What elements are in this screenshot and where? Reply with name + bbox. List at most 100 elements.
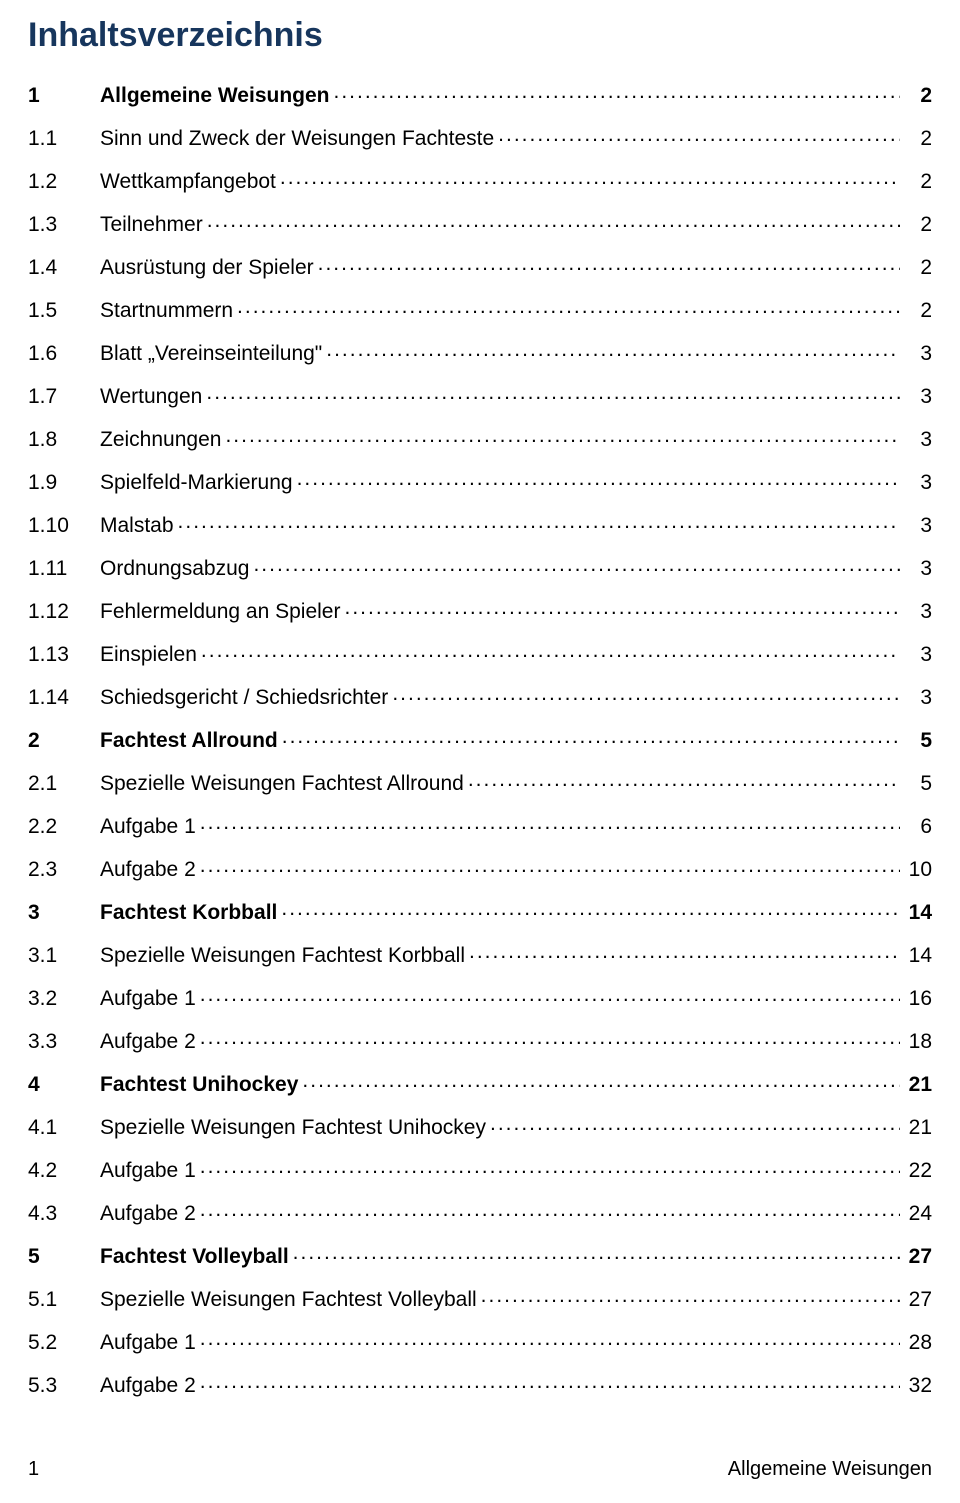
toc-number: 5.3 — [28, 1375, 100, 1396]
toc-number: 1.7 — [28, 386, 100, 407]
toc-title: Ausrüstung der Spieler — [100, 257, 314, 278]
toc-page-number: 18 — [904, 1031, 932, 1052]
toc-leader-dots — [200, 1328, 900, 1349]
page-footer: 1 Allgemeine Weisungen — [28, 1458, 932, 1481]
toc-number: 2.2 — [28, 816, 100, 837]
toc-title: Ordnungsabzug — [100, 558, 249, 579]
toc-leader-dots — [178, 511, 900, 532]
toc-row: 3Fachtest Korbball14 — [28, 898, 932, 923]
toc-number: 1.11 — [28, 558, 100, 579]
toc-page-number: 27 — [904, 1246, 932, 1267]
toc-title: Fehlermeldung an Spieler — [100, 601, 340, 622]
toc-number: 2.1 — [28, 773, 100, 794]
toc-number: 5.1 — [28, 1289, 100, 1310]
toc-title: Sinn und Zweck der Weisungen Fachteste — [100, 128, 494, 149]
toc-row: 1.7Wertungen3 — [28, 382, 932, 407]
toc-page-number: 2 — [904, 257, 932, 278]
document-page: Inhaltsverzeichnis 1Allgemeine Weisungen… — [0, 0, 960, 1503]
toc-number: 1.13 — [28, 644, 100, 665]
toc-page-number: 6 — [904, 816, 932, 837]
toc-page-number: 3 — [904, 687, 932, 708]
toc-number: 4.1 — [28, 1117, 100, 1138]
toc-row: 1.14Schiedsgericht / Schiedsrichter3 — [28, 683, 932, 708]
toc-row: 1.2Wettkampfangebot2 — [28, 167, 932, 192]
toc-title: Wertungen — [100, 386, 202, 407]
toc-row: 4.1Spezielle Weisungen Fachtest Unihocke… — [28, 1113, 932, 1138]
toc-number: 1.2 — [28, 171, 100, 192]
toc-title: Aufgabe 1 — [100, 816, 196, 837]
toc-number: 2 — [28, 730, 100, 751]
toc-page-number: 3 — [904, 558, 932, 579]
toc-title: Spezielle Weisungen Fachtest Volleyball — [100, 1289, 477, 1310]
toc-number: 4 — [28, 1074, 100, 1095]
toc-number: 1.8 — [28, 429, 100, 450]
toc-number: 1.12 — [28, 601, 100, 622]
toc-number: 1.1 — [28, 128, 100, 149]
toc-title: Malstab — [100, 515, 174, 536]
toc-title: Blatt „Vereinseinteilung" — [100, 343, 322, 364]
toc-leader-dots — [237, 296, 900, 317]
toc-row: 3.2Aufgabe 116 — [28, 984, 932, 1009]
toc-title: Fachtest Volleyball — [100, 1246, 289, 1267]
toc-leader-dots — [282, 726, 900, 747]
toc-number: 5.2 — [28, 1332, 100, 1353]
toc-row: 4.3Aufgabe 224 — [28, 1199, 932, 1224]
toc-leader-dots — [200, 855, 900, 876]
toc-page-number: 28 — [904, 1332, 932, 1353]
toc-title: Aufgabe 2 — [100, 1031, 196, 1052]
toc-title: Spezielle Weisungen Fachtest Allround — [100, 773, 464, 794]
toc-page-number: 3 — [904, 601, 932, 622]
footer-section: Allgemeine Weisungen — [728, 1458, 932, 1481]
toc-title: Spielfeld-Markierung — [100, 472, 293, 493]
toc-leader-dots — [200, 1199, 900, 1220]
toc-row: 1.1Sinn und Zweck der Weisungen Fachtest… — [28, 124, 932, 149]
toc-leader-dots — [207, 210, 900, 231]
toc-title: Aufgabe 1 — [100, 988, 196, 1009]
toc-number: 1.9 — [28, 472, 100, 493]
toc-page-number: 2 — [904, 300, 932, 321]
toc-row: 5Fachtest Volleyball 27 — [28, 1242, 932, 1267]
toc-row: 2.3Aufgabe 210 — [28, 855, 932, 880]
toc-row: 3.1Spezielle Weisungen Fachtest Korbball… — [28, 941, 932, 966]
toc-number: 1.10 — [28, 515, 100, 536]
toc-leader-dots — [201, 640, 900, 661]
toc-leader-dots — [468, 769, 900, 790]
toc-page-number: 3 — [904, 644, 932, 665]
toc-leader-dots — [326, 339, 900, 360]
toc-number: 2.3 — [28, 859, 100, 880]
toc-number: 1.6 — [28, 343, 100, 364]
toc-title: Aufgabe 1 — [100, 1160, 196, 1181]
toc-title: Aufgabe 2 — [100, 1203, 196, 1224]
toc-number: 1.14 — [28, 687, 100, 708]
toc-leader-dots — [200, 812, 900, 833]
toc-title: Startnummern — [100, 300, 233, 321]
toc-row: 5.1Spezielle Weisungen Fachtest Volleyba… — [28, 1285, 932, 1310]
toc-leader-dots — [200, 1371, 900, 1392]
toc-leader-dots — [281, 898, 900, 919]
toc-page-number: 2 — [904, 214, 932, 235]
toc-title: Fachtest Allround — [100, 730, 278, 751]
toc-number: 4.2 — [28, 1160, 100, 1181]
toc-leader-dots — [481, 1285, 900, 1306]
toc-leader-dots — [334, 81, 901, 102]
toc-number: 3.3 — [28, 1031, 100, 1052]
toc-number: 5 — [28, 1246, 100, 1267]
toc-title: Einspielen — [100, 644, 197, 665]
toc-number: 1.4 — [28, 257, 100, 278]
toc-page-number: 21 — [904, 1074, 932, 1095]
toc-title: Aufgabe 1 — [100, 1332, 196, 1353]
toc-page-number: 24 — [904, 1203, 932, 1224]
toc-title: Allgemeine Weisungen — [100, 85, 330, 106]
toc-leader-dots — [392, 683, 900, 704]
toc-leader-dots — [200, 1027, 900, 1048]
toc-page-number: 3 — [904, 515, 932, 536]
toc-row: 1.13Einspielen 3 — [28, 640, 932, 665]
toc-title: Aufgabe 2 — [100, 859, 196, 880]
toc-title: Zeichnungen — [100, 429, 221, 450]
toc-leader-dots — [344, 597, 900, 618]
toc-row: 5.2Aufgabe 1 28 — [28, 1328, 932, 1353]
toc-page-number: 22 — [904, 1160, 932, 1181]
toc-title: Wettkampfangebot — [100, 171, 276, 192]
toc-number: 1.5 — [28, 300, 100, 321]
toc-leader-dots — [469, 941, 900, 962]
